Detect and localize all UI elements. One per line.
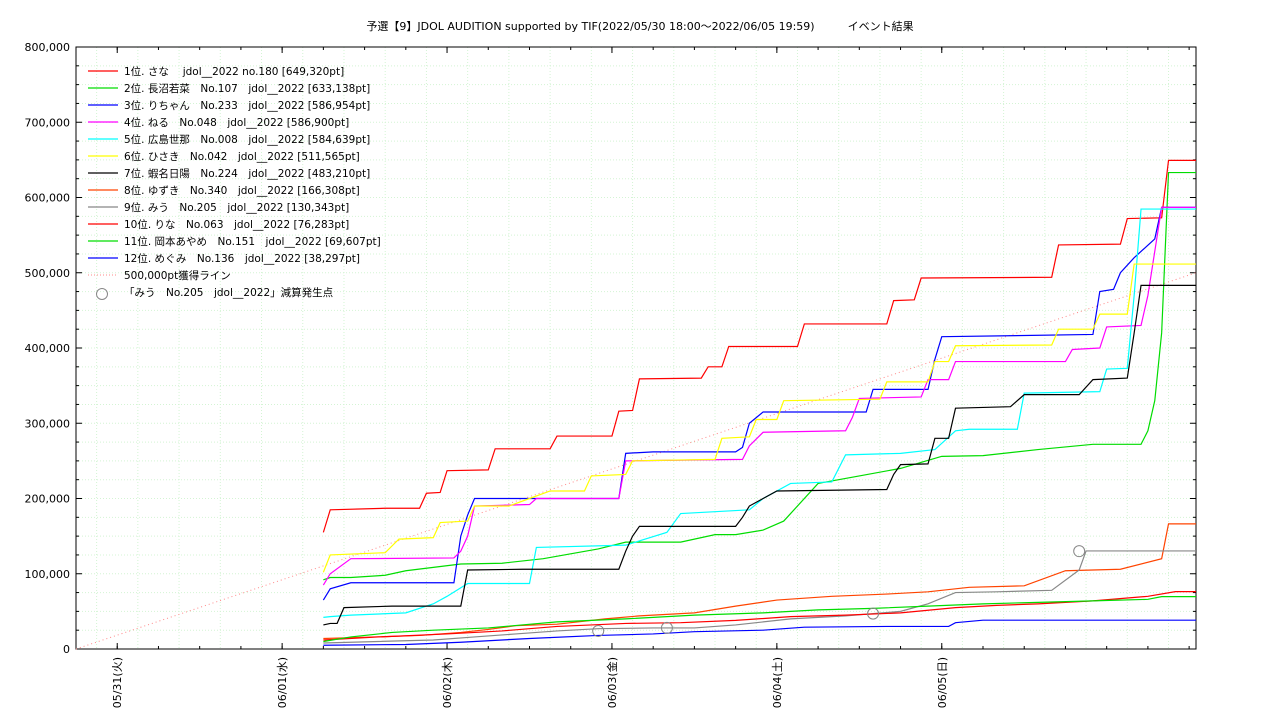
y-tick-label: 800,000 bbox=[25, 41, 71, 54]
legend-label: 6位. ひさき No.042 jdol__2022 [511,565pt] bbox=[124, 150, 360, 163]
x-tick-label: 06/05(日) bbox=[936, 657, 949, 708]
series-line-1 bbox=[322, 159, 1196, 533]
chart-title: 予選【9】JDOL AUDITION supported by TIF(2022… bbox=[366, 20, 914, 33]
legend-label: 3位. りちゃん No.233 jdol__2022 [586,954pt] bbox=[124, 99, 370, 112]
y-tick-label: 300,000 bbox=[25, 417, 71, 430]
x-tick-label: 06/02(木) bbox=[441, 657, 454, 708]
y-tick-label: 200,000 bbox=[25, 493, 71, 506]
x-tick-label: 06/04(土) bbox=[771, 657, 784, 708]
y-tick-label: 100,000 bbox=[25, 568, 71, 581]
series-line-5 bbox=[323, 208, 1196, 618]
series-line-4 bbox=[322, 206, 1196, 586]
y-tick-label: 700,000 bbox=[25, 116, 71, 129]
x-tick-label: 06/01(水) bbox=[276, 657, 289, 708]
legend-label: 500,000pt獲得ライン bbox=[124, 269, 231, 282]
legend-label: 8位. ゆずき No.340 jdol__2022 [166,308pt] bbox=[124, 184, 360, 197]
y-tick-label: 400,000 bbox=[25, 342, 71, 355]
marker-point bbox=[1073, 545, 1086, 558]
series-line-9 bbox=[323, 550, 1196, 644]
legend-label: 4位. ねる No.048 jdol__2022 [586,900pt] bbox=[124, 116, 349, 129]
y-tick-label: 0 bbox=[63, 643, 70, 656]
legend-label: 2位. 長沼若菜 No.107 jdol__2022 [633,138pt] bbox=[124, 82, 370, 95]
legend-label: 5位. 広島世那 No.008 jdol__2022 [584,639pt] bbox=[124, 133, 370, 146]
series-line-3 bbox=[322, 206, 1196, 601]
series-line-8 bbox=[323, 523, 1196, 640]
marker-point bbox=[867, 607, 880, 620]
series-line-6 bbox=[322, 263, 1196, 573]
legend-label: 10位. りな No.063 jdol__2022 [76,283pt] bbox=[124, 218, 349, 231]
series-line-7 bbox=[323, 284, 1196, 626]
legend-label: 7位. 蝦名日陽 No.224 jdol__2022 [483,210pt] bbox=[124, 167, 370, 180]
x-tick-label: 06/03(金) bbox=[605, 657, 619, 708]
legend-label: 「みう No.205 jdol__2022」減算発生点 bbox=[124, 286, 333, 299]
legend-swatch bbox=[96, 288, 108, 300]
marker-point bbox=[592, 624, 605, 637]
series-line-12 bbox=[323, 619, 1196, 646]
legend-label: 1位. さな jdol__2022 no.180 [649,320pt] bbox=[124, 65, 344, 78]
legend-label: 12位. めぐみ No.136 jdol__2022 [38,297pt] bbox=[124, 252, 360, 265]
legend-label: 9位. みう No.205 jdol__2022 [130,343pt] bbox=[124, 201, 349, 214]
y-tick-label: 500,000 bbox=[25, 267, 71, 280]
marker-point bbox=[660, 621, 673, 634]
legend-label: 11位. 岡本あやめ No.151 jdol__2022 [69,607pt] bbox=[124, 235, 381, 248]
series-line-2 bbox=[323, 171, 1196, 581]
y-tick-label: 600,000 bbox=[25, 192, 71, 205]
series-line-11 bbox=[323, 596, 1196, 643]
x-tick-label: 05/31(火) bbox=[111, 657, 124, 708]
